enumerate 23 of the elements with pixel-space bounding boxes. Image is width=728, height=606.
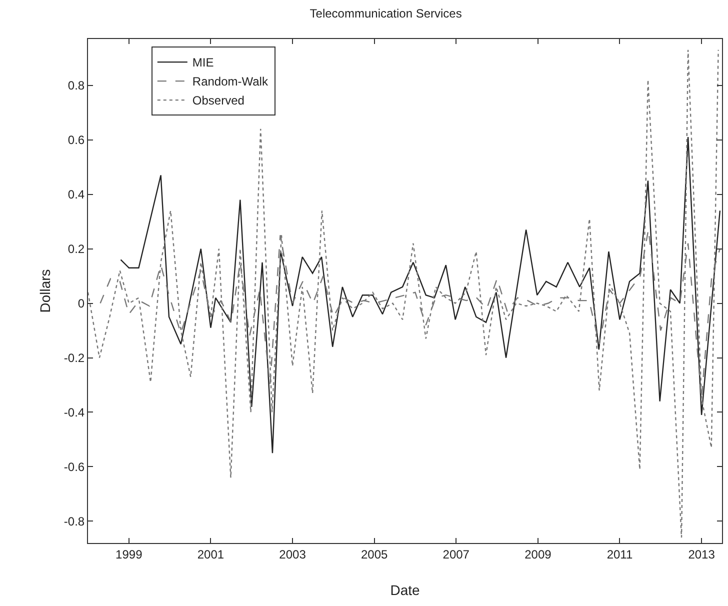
x-tick-label: 1999: [116, 547, 143, 562]
y-tick-label: -0.8: [64, 514, 85, 528]
y-tick-label: 0: [78, 296, 85, 310]
y-tick-label: 0.4: [68, 187, 85, 202]
x-tick-label: 2003: [279, 547, 306, 562]
legend-label: MIE: [192, 56, 214, 70]
y-tick-label: 0.6: [68, 133, 85, 147]
legend-label: Random-Walk: [192, 74, 269, 89]
y-tick-label: 0.8: [68, 78, 85, 93]
y-tick-label: -0.2: [64, 350, 85, 365]
chart-title: Telecommunication Services: [310, 6, 462, 20]
y-tick-label: -0.6: [64, 460, 85, 474]
x-tick-label: 2005: [360, 547, 388, 562]
x-tick-label: 2001: [197, 547, 224, 562]
y-axis-title: Dollars: [37, 269, 53, 313]
x-tick-label: 2013: [688, 547, 716, 562]
x-axis-title: Date: [390, 582, 420, 598]
x-tick-label: 2007: [442, 547, 470, 562]
y-tick-label: 0.2: [68, 242, 85, 256]
y-tick-label: -0.4: [64, 405, 85, 420]
legend-label: Observed: [192, 94, 244, 108]
x-tick-label: 2009: [524, 547, 552, 562]
x-tick-label: 2011: [606, 547, 633, 562]
